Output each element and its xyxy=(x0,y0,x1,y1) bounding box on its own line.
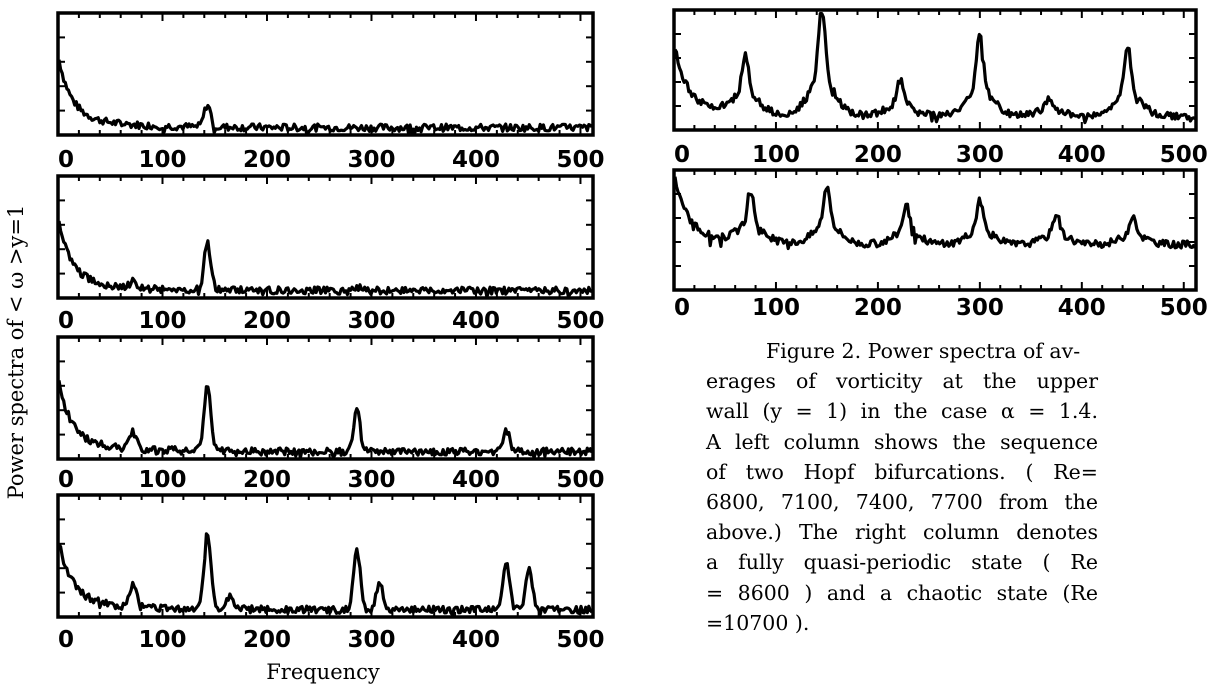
x-tick-label: 300 xyxy=(956,142,1004,168)
x-tick-label: 100 xyxy=(138,467,186,493)
caption-line: wall (y = 1) in the case α = 1.4. xyxy=(706,399,1098,424)
x-tick-label: 300 xyxy=(347,627,395,653)
caption-line: of two Hopf bifurcations. ( Re= xyxy=(706,459,1098,484)
x-tick-label: 500 xyxy=(556,627,604,653)
x-tick-label: 0 xyxy=(58,147,74,173)
spectrum-panel: 0 100 200 300 400 500 xyxy=(56,11,604,173)
x-tick-label: 500 xyxy=(556,467,604,493)
spectrum-line xyxy=(673,12,1196,125)
x-tick-label: 200 xyxy=(854,295,902,321)
x-tick-label: 0 xyxy=(58,467,74,493)
x-tick-label: 500 xyxy=(1160,142,1208,168)
x-axis-label: Frequency xyxy=(266,660,380,684)
caption-line: =10700 ). xyxy=(706,610,810,635)
x-tick-label: 200 xyxy=(243,627,291,653)
x-tick-label: 400 xyxy=(452,467,500,493)
plot-frame xyxy=(56,493,595,619)
y-axis-label: Power spectra of < ω >y=1 xyxy=(4,205,28,500)
x-tick-label: 300 xyxy=(347,467,395,493)
x-tick-label: 400 xyxy=(1058,142,1106,168)
x-tick-label: 500 xyxy=(556,308,604,334)
x-tick-label: 0 xyxy=(674,295,690,321)
caption-line: erages of vorticity at the upper xyxy=(706,369,1098,394)
spectrum-panel: 0 100 200 300 400 500 xyxy=(56,174,604,334)
caption-line: a fully quasi-periodic state ( Re xyxy=(706,550,1098,575)
x-tick-label: 500 xyxy=(556,147,604,173)
caption-line: = 8600 ) and a chaotic state (Re xyxy=(706,580,1098,605)
y-axis-label-main: Power spectra of < ω >y=1 xyxy=(4,205,28,500)
x-tick-label: 0 xyxy=(58,627,74,653)
x-tick-label: 200 xyxy=(854,142,902,168)
x-tick-label: 300 xyxy=(347,308,395,334)
x-tick-label: 100 xyxy=(138,147,186,173)
plot-frame xyxy=(56,11,595,137)
x-tick-label: 100 xyxy=(138,308,186,334)
plot-frame xyxy=(56,174,595,300)
x-tick-label: 200 xyxy=(243,308,291,334)
x-tick-label: 0 xyxy=(58,308,74,334)
spectrum-panel: 0 100 200 300 400 500 xyxy=(672,8,1208,168)
x-tick-label: 400 xyxy=(1058,295,1106,321)
x-tick-label: 200 xyxy=(243,467,291,493)
caption-line: above.) The right column denotes xyxy=(706,520,1098,545)
x-tick-label: 300 xyxy=(956,295,1004,321)
spectrum-line xyxy=(673,176,1197,251)
spectrum-line xyxy=(57,532,594,617)
x-tick-label: 500 xyxy=(1160,295,1208,321)
spectrum-panel: 0 100 200 300 400 500 xyxy=(672,168,1208,321)
x-tick-label: 400 xyxy=(452,147,500,173)
spectrum-line xyxy=(57,380,594,460)
plot-frame xyxy=(672,168,1198,292)
spectrum-line xyxy=(57,220,593,299)
x-tick-label: 200 xyxy=(243,147,291,173)
plot-frame xyxy=(672,8,1198,132)
caption-line: Figure 2. Power spectra of av- xyxy=(766,339,1081,363)
x-tick-label: 100 xyxy=(752,142,800,168)
x-tick-label: 400 xyxy=(452,308,500,334)
x-tick-label: 400 xyxy=(452,627,500,653)
x-tick-label: 0 xyxy=(674,142,690,168)
x-tick-label: 300 xyxy=(347,147,395,173)
caption-line: 6800, 7100, 7400, 7700 from the xyxy=(706,490,1098,515)
x-tick-label: 100 xyxy=(138,627,186,653)
spectrum-panel: 0 100 200 300 400 500 xyxy=(56,493,604,653)
spectrum-panel: 0 100 200 300 400 500 xyxy=(56,335,604,493)
x-tick-label: 100 xyxy=(752,295,800,321)
caption-line: A left column shows the sequence xyxy=(706,429,1098,454)
plot-frame xyxy=(56,335,595,461)
spectrum-line xyxy=(57,59,594,136)
figure-caption: Figure 2. Power spectra of av-erages of … xyxy=(706,336,1098,638)
